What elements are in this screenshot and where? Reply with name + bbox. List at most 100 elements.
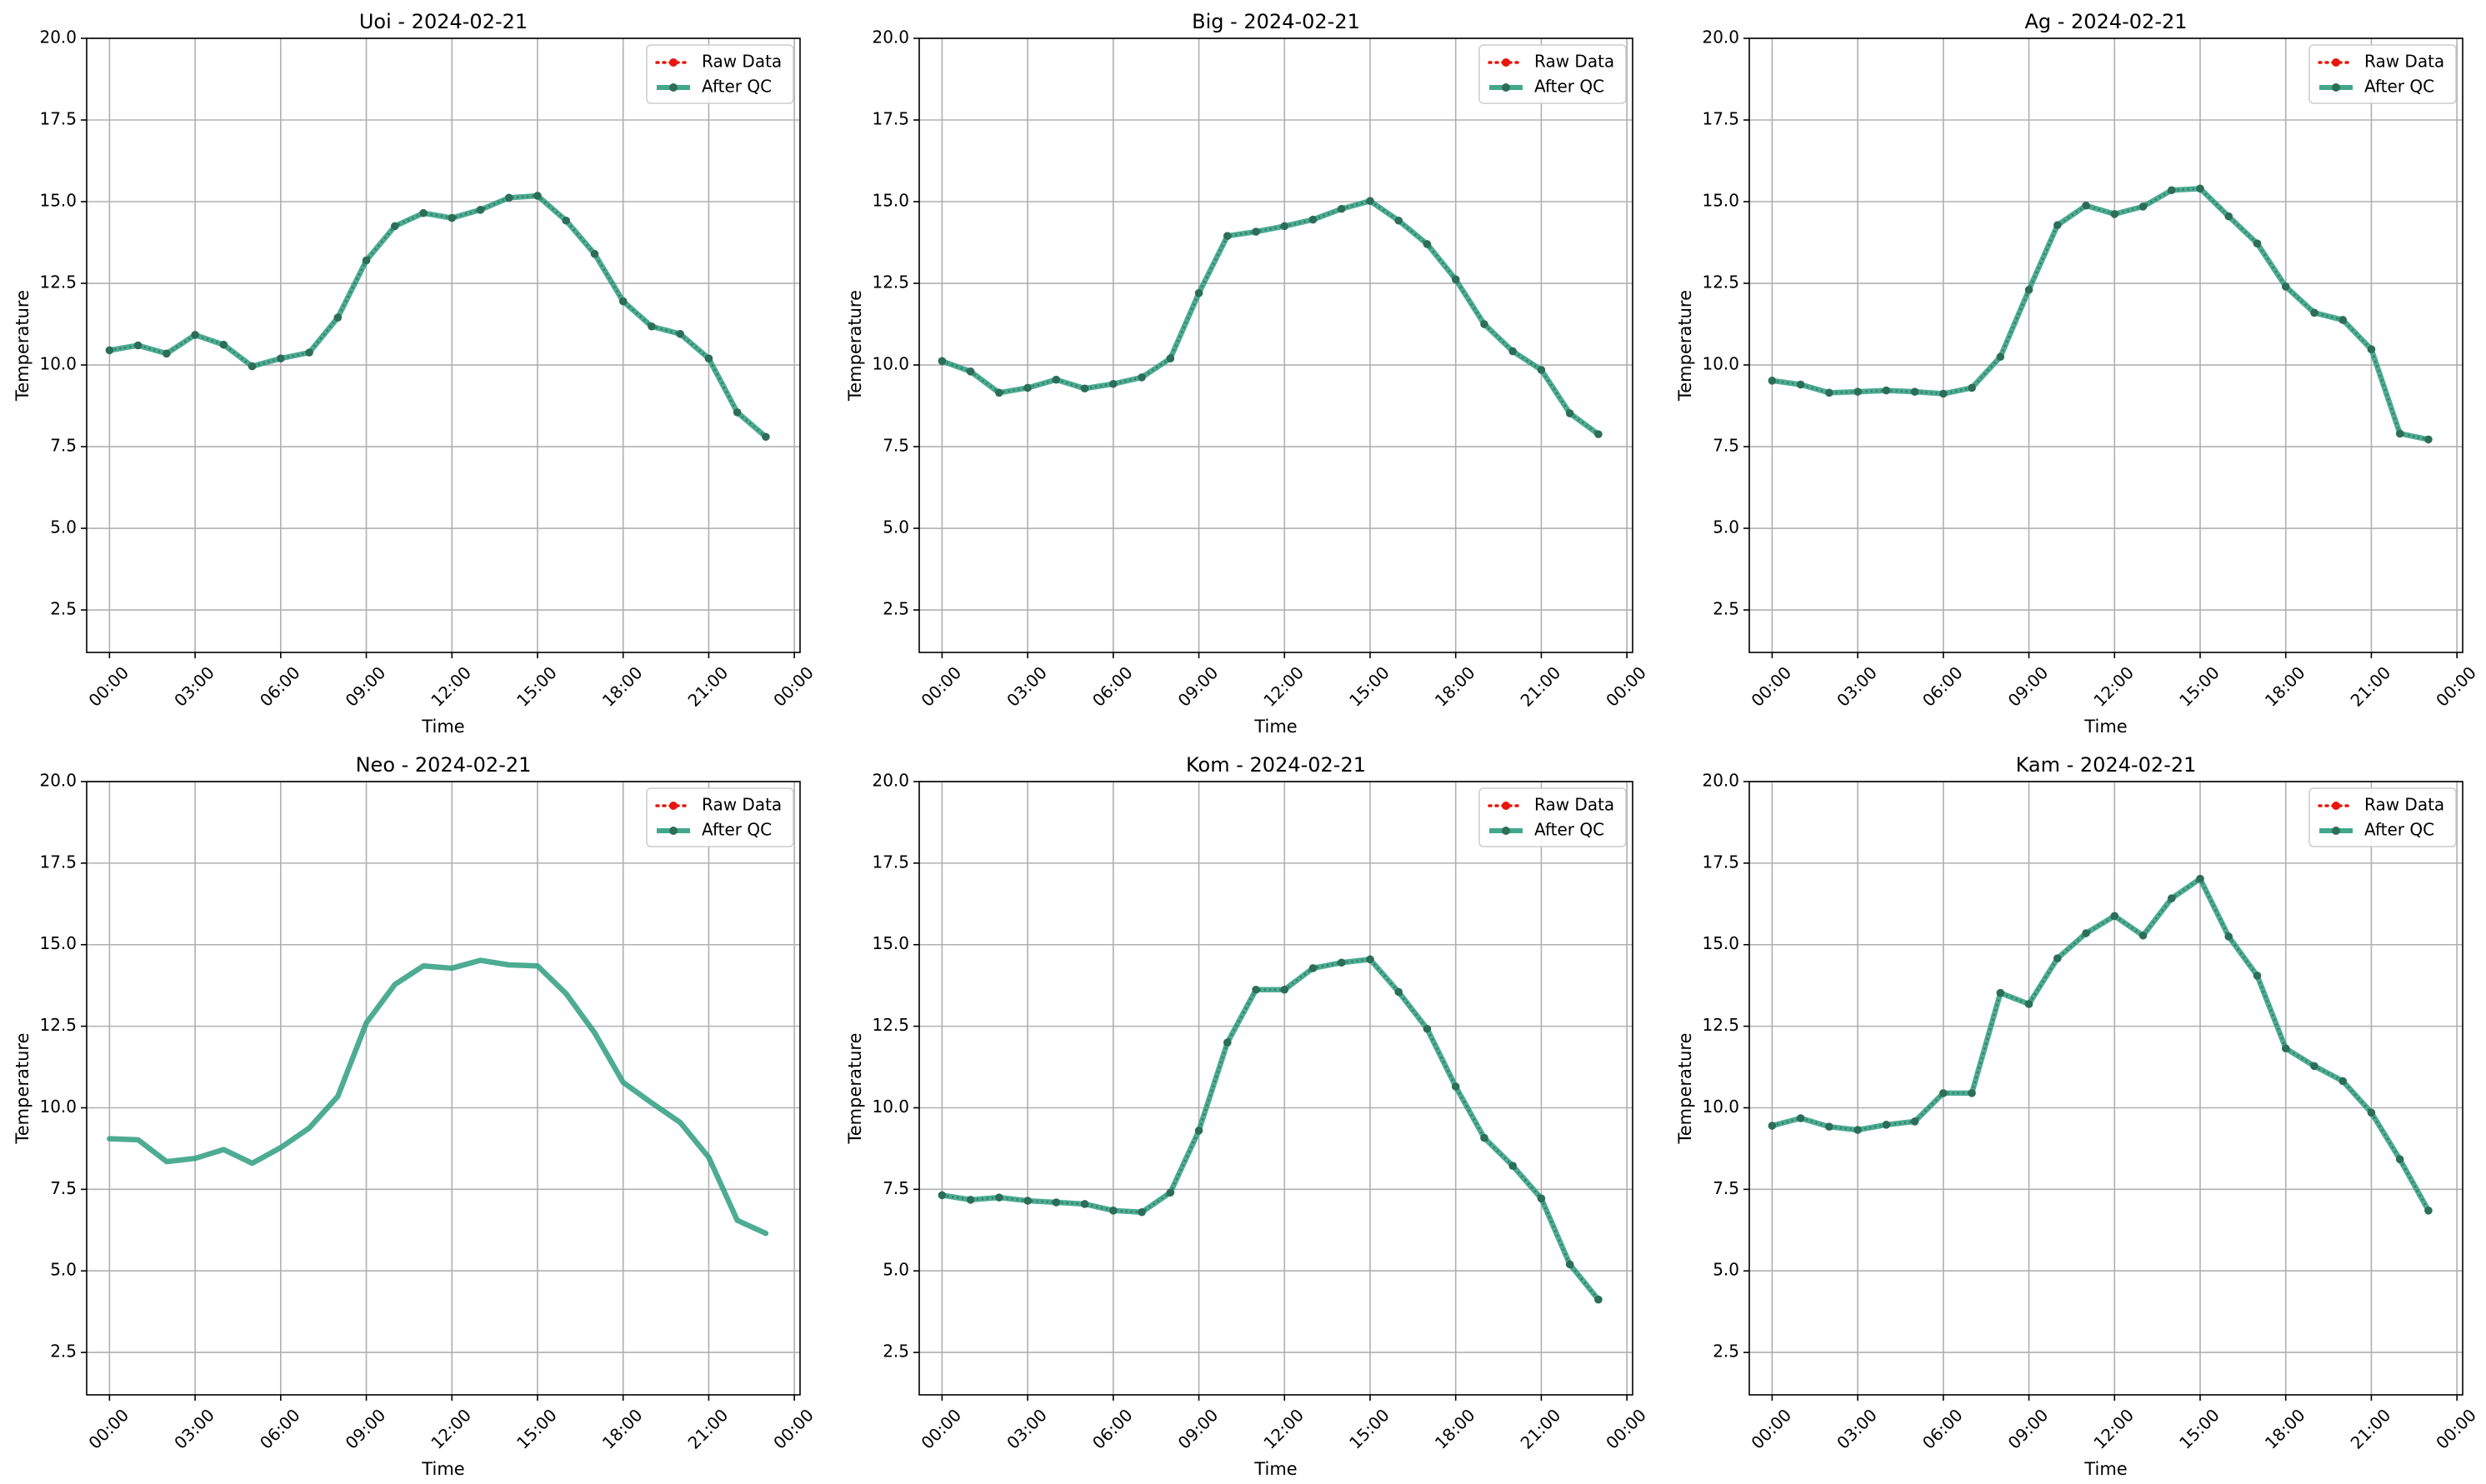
x-tick-label: 06:00	[1918, 662, 1967, 711]
after-qc-point	[704, 354, 713, 362]
y-tick-label: 12.5	[872, 1015, 909, 1035]
subplot-title: Kom - 2024-02-21	[1186, 753, 1366, 777]
after-qc-point	[1882, 1121, 1891, 1129]
y-tick-label: 17.5	[1702, 109, 1739, 129]
subplot-1: 00:00 03:00 06:00 09:00 12:00 15:00 18:00 21:00…	[13, 10, 818, 737]
x-axis-label: Time	[421, 717, 464, 737]
x-tick-label: 00:00	[2432, 1405, 2480, 1453]
x-tick-label: 09:00	[342, 1405, 390, 1453]
legend-raw-label: Raw Data	[1534, 52, 1614, 72]
after-qc-point	[1451, 1082, 1460, 1091]
y-tick-label: 7.5	[1713, 436, 1739, 456]
y-tick-label: 10.0	[1702, 354, 1739, 374]
x-tick-label: 15:00	[513, 662, 561, 711]
y-tick-label: 5.0	[883, 517, 909, 537]
subplot-6: 00:00 03:00 06:00 09:00 12:00 15:00 18:00 21:00…	[1675, 753, 2480, 1479]
y-axis-label: Temperature	[845, 1032, 865, 1144]
after-qc-point	[2082, 201, 2090, 210]
after-qc-point	[562, 216, 571, 225]
after-qc-point	[1508, 1162, 1517, 1170]
y-tick-label: 10.0	[872, 354, 909, 374]
after-qc-point	[1166, 354, 1175, 362]
x-tick-label: 12:00	[2089, 662, 2138, 711]
legend-qc-marker	[669, 83, 678, 92]
y-tick-label: 7.5	[883, 436, 909, 456]
legend-qc-label: After QC	[2364, 820, 2434, 840]
after-qc-point	[2110, 912, 2119, 921]
after-qc-point	[733, 408, 742, 417]
raw-data-line	[941, 199, 1599, 436]
legend-raw-marker	[669, 802, 678, 810]
y-tick-label: 10.0	[39, 354, 77, 374]
after-qc-point	[2281, 282, 2290, 291]
legend-raw-marker	[2332, 58, 2340, 67]
legend-qc-marker	[1502, 827, 1510, 835]
y-tick-label: 7.5	[883, 1178, 909, 1198]
subplot-title: Kam - 2024-02-21	[2016, 753, 2197, 777]
after-qc-point	[2110, 210, 2119, 218]
y-tick-label: 2.5	[1713, 599, 1739, 619]
y-tick-label: 7.5	[50, 436, 77, 456]
legend: Raw Data After QC	[646, 44, 794, 104]
y-tick-label: 20.0	[872, 771, 909, 791]
after-qc-point	[1223, 232, 1232, 240]
x-tick-label: 21:00	[684, 1405, 733, 1453]
after-qc-point	[504, 193, 513, 202]
after-qc-point	[1080, 384, 1089, 393]
after-qc-point	[1508, 347, 1517, 356]
x-axis-label: Time	[1253, 717, 1297, 737]
after-qc-line	[939, 957, 1602, 1302]
legend-raw-marker	[1502, 802, 1510, 810]
axes-frame	[86, 781, 801, 1396]
x-tick-label: 03:00	[170, 662, 218, 711]
x-tick-label: 21:00	[684, 662, 733, 711]
after-qc-point	[2367, 1108, 2376, 1117]
axes-frame	[86, 37, 801, 653]
x-tick-label: 12:00	[427, 1405, 475, 1453]
legend-raw-label: Raw Data	[2364, 52, 2444, 72]
legend-qc-label: After QC	[1534, 77, 1604, 97]
x-tick-label: 00:00	[84, 662, 133, 711]
after-qc-point	[2338, 316, 2347, 324]
after-qc-point	[1394, 987, 1403, 997]
y-tick-label: 2.5	[50, 1342, 77, 1362]
y-tick-label: 15.0	[1702, 191, 1739, 211]
legend-qc-marker	[2332, 827, 2340, 835]
y-tick-label: 17.5	[872, 852, 909, 872]
legend-qc-label: After QC	[702, 77, 772, 97]
x-tick-label: 06:00	[1918, 1405, 1967, 1453]
y-tick-label: 15.0	[872, 933, 909, 953]
raw-data-line	[1772, 187, 2429, 441]
after-qc-point	[333, 313, 343, 322]
after-qc-point	[1109, 1207, 1118, 1215]
after-qc-point	[1796, 380, 1805, 389]
y-tick-label: 2.5	[50, 599, 77, 619]
after-qc-point	[1423, 1024, 1432, 1033]
x-tick-label: 09:00	[2004, 1405, 2053, 1453]
y-axis-label: Temperature	[845, 290, 865, 402]
after-qc-point	[133, 341, 143, 350]
subplot-title: Ag - 2024-02-21	[2024, 10, 2187, 33]
x-tick-label: 12:00	[1259, 662, 1308, 711]
after-qc-point	[995, 1193, 1003, 1202]
after-qc-point	[2224, 212, 2233, 221]
x-tick-label: 09:00	[1174, 662, 1223, 711]
subplot-2: 00:00 03:00 06:00 09:00 12:00 15:00 18:00 21:00…	[845, 10, 1650, 737]
y-axis-label: Temperature	[1675, 290, 1695, 402]
y-tick-label: 5.0	[50, 517, 77, 537]
x-tick-label: 00:00	[1602, 1405, 1650, 1453]
x-axis-label: Time	[2083, 1459, 2127, 1479]
x-tick-label: 00:00	[1747, 662, 1795, 711]
x-tick-label: 09:00	[1174, 1405, 1223, 1453]
after-qc-point	[1194, 1127, 1203, 1135]
x-tick-label: 18:00	[2261, 662, 2309, 711]
y-tick-label: 2.5	[1713, 1342, 1739, 1362]
legend-raw-label: Raw Data	[2364, 795, 2444, 815]
after-qc-point	[1280, 222, 1289, 231]
legend-raw-marker	[669, 58, 678, 67]
x-axis-label: Time	[1253, 1459, 1297, 1479]
x-tick-label: 12:00	[427, 662, 475, 711]
x-tick-label: 21:00	[2347, 662, 2395, 711]
subplot-5: 00:00 03:00 06:00 09:00 12:00 15:00 18:00 21:00…	[845, 753, 1650, 1479]
